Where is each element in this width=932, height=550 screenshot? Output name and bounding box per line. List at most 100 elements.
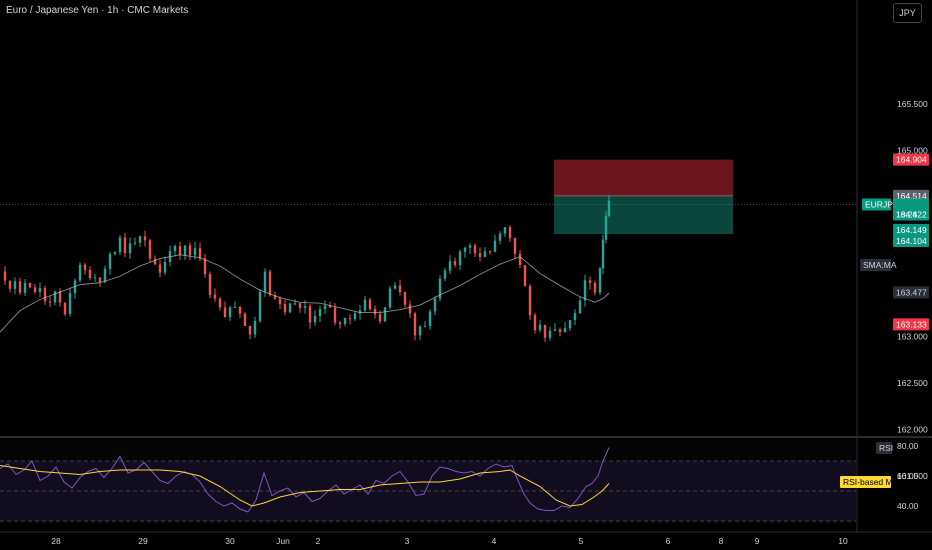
target2-tag-bg <box>893 235 929 248</box>
sma-name-tag: SMA:MA <box>863 260 897 270</box>
candle-body <box>573 313 577 321</box>
candle-body <box>53 291 57 303</box>
candle-body <box>243 313 247 326</box>
candle-body <box>607 200 611 216</box>
candle-body <box>448 261 452 271</box>
price-tick-label: 162.500 <box>897 378 928 388</box>
candle-body <box>113 252 117 255</box>
candle-body <box>433 298 437 312</box>
candle-body <box>363 299 367 311</box>
time-tick-label: 30 <box>225 536 235 546</box>
candle-body <box>578 300 582 314</box>
candle-body <box>118 237 122 253</box>
candle-body <box>373 308 377 315</box>
candle-body <box>548 330 552 338</box>
down-level-tag: 163.133 <box>896 319 927 329</box>
entry-level-tag: 164.514 <box>896 191 927 201</box>
rsi-ma-name-tag: RSI-based MA <box>843 477 899 487</box>
candle-body <box>8 280 12 289</box>
candle-body <box>108 254 112 269</box>
time-tick-label: 3 <box>405 536 410 546</box>
candle-body <box>463 247 467 252</box>
candle-body <box>68 293 72 315</box>
candle-body <box>158 264 162 273</box>
sma-line <box>0 254 610 333</box>
candle-body <box>488 251 492 253</box>
candle-body <box>263 271 267 292</box>
candle-body <box>313 315 317 323</box>
currency-button[interactable]: JPY <box>893 3 922 23</box>
candle-body <box>568 320 572 329</box>
candle-body <box>528 286 532 316</box>
time-tick-label: 10 <box>838 536 848 546</box>
rsi-tick-label: 80.00 <box>897 441 919 451</box>
candle-body <box>258 291 262 321</box>
price-tick-label: 165.500 <box>897 99 928 109</box>
candle-body <box>218 298 222 308</box>
rsi-tick-label: 60.00 <box>897 471 919 481</box>
candle-body <box>353 313 357 319</box>
candle-body <box>103 268 107 283</box>
candle-body <box>138 236 142 243</box>
price-tick-label: 161.500 <box>897 471 928 481</box>
candle-body <box>393 285 397 289</box>
price-tick-label: 163.000 <box>897 332 928 342</box>
candle-body <box>508 227 512 239</box>
candle-body <box>283 304 287 313</box>
rsi-name-tag-bg <box>876 442 892 454</box>
candle-body <box>468 245 472 248</box>
candle-body <box>333 307 337 323</box>
candle-body <box>383 307 387 322</box>
candle-body <box>413 313 417 336</box>
candle-body <box>78 264 82 281</box>
candle-body <box>198 248 202 259</box>
candle-body <box>273 295 277 299</box>
candle-body <box>428 311 432 327</box>
candle-body <box>48 301 52 303</box>
candle-body <box>3 271 7 281</box>
candle-body <box>453 261 457 266</box>
target2-tag: 164.104 <box>896 236 927 246</box>
candle-body <box>88 270 92 279</box>
candle-body <box>178 246 182 256</box>
candle-body <box>523 265 527 287</box>
candle-body <box>268 271 272 296</box>
candle-body <box>398 285 402 293</box>
candle-body <box>518 253 522 266</box>
candle-body <box>148 240 152 259</box>
candle-body <box>323 305 327 309</box>
candle-body <box>308 306 312 323</box>
price-tick-label: 165.000 <box>897 146 928 156</box>
candle-body <box>388 288 392 308</box>
time-tick-label: 8 <box>719 536 724 546</box>
time-tick-label: 9 <box>755 536 760 546</box>
candle-body <box>143 236 147 241</box>
rsi-name-tag: RSI <box>879 443 893 453</box>
time-tick-label: Jun <box>276 536 290 546</box>
candle-body <box>368 299 372 309</box>
time-tick-label: 29 <box>138 536 148 546</box>
candle-body <box>123 237 127 254</box>
candle-body <box>598 268 602 293</box>
candle-body <box>63 302 67 315</box>
last-price-tag: 164.422 <box>896 209 927 219</box>
chart-title: Euro / Japanese Yen · 1h · CMC Markets <box>6 5 189 16</box>
candle-body <box>343 318 347 324</box>
symbol-tag: EURJPY <box>865 199 899 209</box>
symbol-tag-bg <box>862 198 891 211</box>
candle-body <box>553 329 557 331</box>
candle-body <box>601 239 605 269</box>
candle-body <box>348 318 352 320</box>
bar-countdown: 18:26 <box>896 209 918 219</box>
candle-body <box>538 324 542 331</box>
candle-body <box>438 278 442 299</box>
candle-body <box>163 262 167 273</box>
time-tick-label: 28 <box>51 536 61 546</box>
candle-body <box>378 314 382 322</box>
candle-body <box>23 282 27 293</box>
candle-body <box>503 227 507 234</box>
take-profit-zone <box>554 195 733 235</box>
candle-body <box>223 307 227 318</box>
candle-body <box>238 307 242 314</box>
